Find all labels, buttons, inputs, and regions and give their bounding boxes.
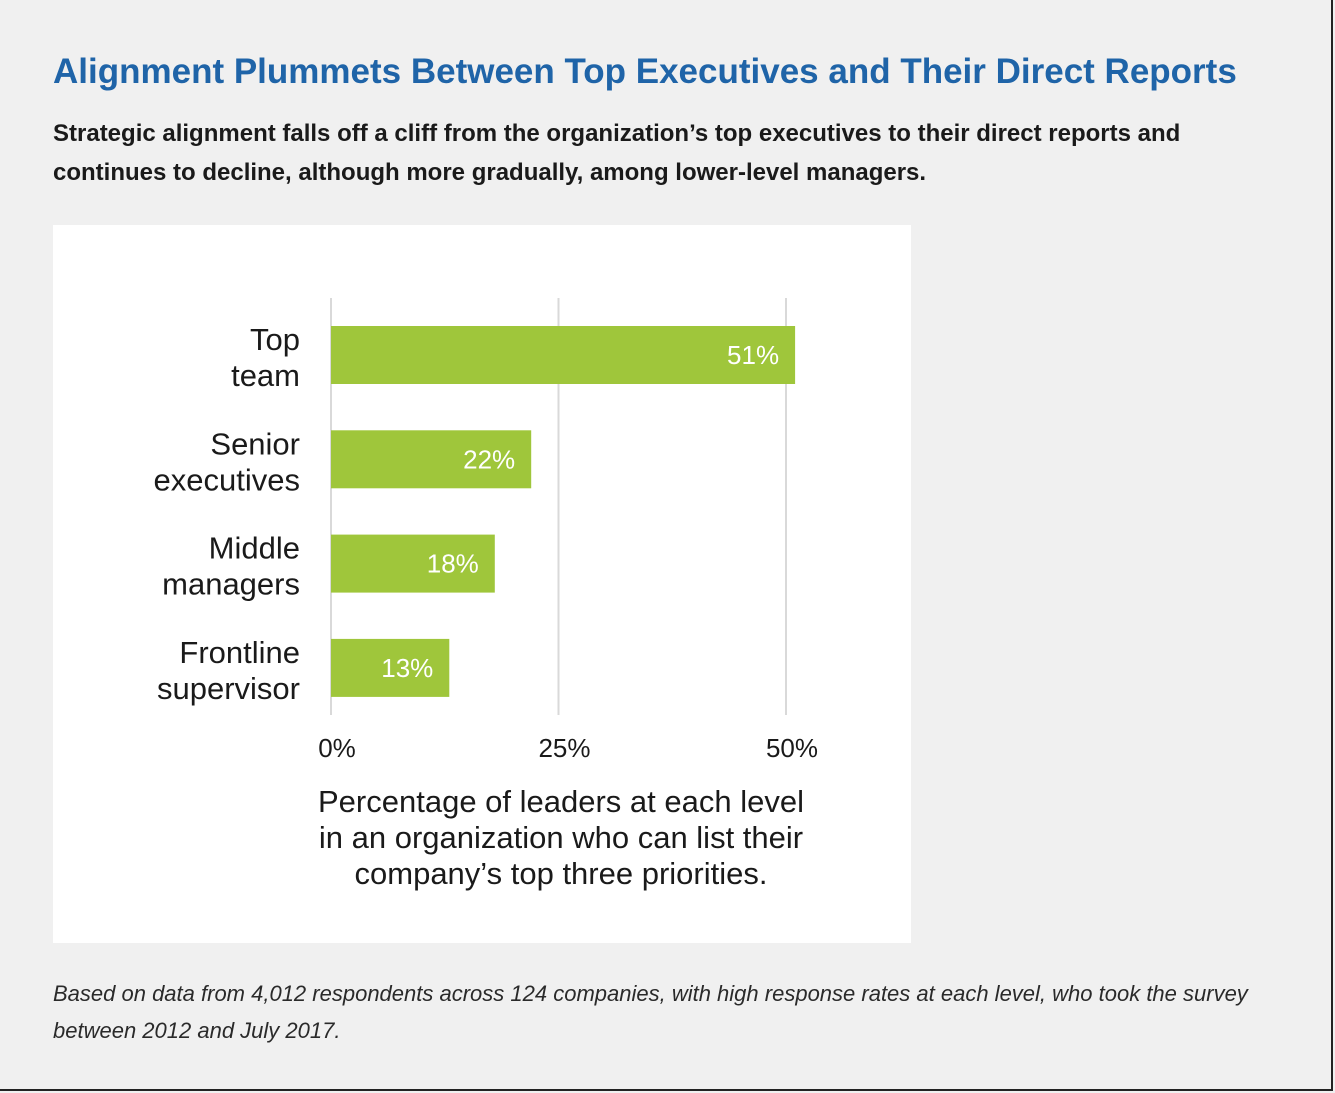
x-tick-label: 25% bbox=[538, 733, 590, 763]
footnote: Based on data from 4,012 respondents acr… bbox=[53, 981, 1248, 1043]
data-label: 22% bbox=[463, 444, 515, 474]
data-label: 51% bbox=[727, 340, 779, 370]
bar bbox=[331, 534, 495, 593]
bar-chart: 51% Top team 22% Senior executives 18% Middle ma… bbox=[154, 298, 818, 891]
data-label: 13% bbox=[381, 653, 433, 683]
bar bbox=[331, 430, 532, 489]
category-label: Frontline supervisor bbox=[157, 635, 300, 706]
bar bbox=[331, 638, 450, 697]
chart-panel: 51% Top team 22% Senior executives 18% Middle ma… bbox=[53, 225, 911, 943]
chart-title: Alignment Plummets Between Top Executive… bbox=[53, 52, 1237, 91]
x-tick-label: 50% bbox=[766, 733, 818, 763]
chart-subtitle: Strategic alignment falls off a cliff fr… bbox=[53, 120, 1181, 186]
x-axis-label: Percentage of leaders at each level in an… bbox=[318, 784, 804, 891]
bar bbox=[331, 326, 796, 384]
data-label: 18% bbox=[427, 549, 479, 579]
category-label: Middle managers bbox=[162, 531, 300, 602]
category-label: Senior executives bbox=[154, 426, 300, 497]
x-tick-label: 0% bbox=[318, 733, 356, 763]
category-label: Top team bbox=[231, 322, 300, 393]
